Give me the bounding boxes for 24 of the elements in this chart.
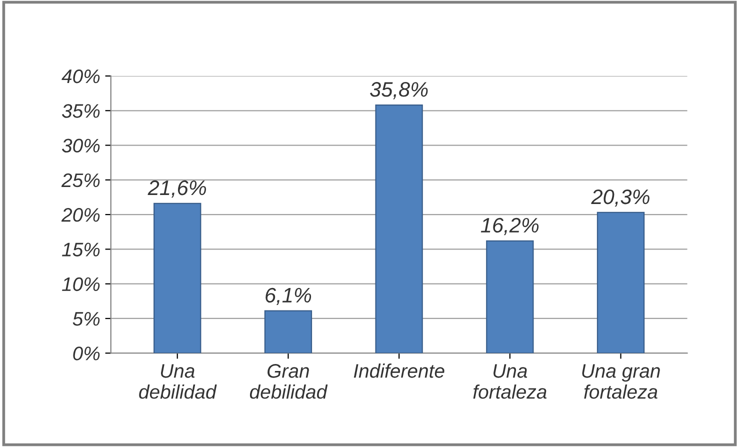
y-tick-label: 10%: [62, 277, 100, 292]
x-tick-label: Una gran fortaleza: [582, 364, 660, 399]
bar: [596, 212, 645, 354]
x-tick-label: Una fortaleza: [473, 364, 547, 399]
x-tick-label: Indiferente: [354, 364, 444, 378]
bar: [264, 310, 312, 354]
y-tick-label: 35%: [62, 104, 100, 118]
y-tick-label: 0%: [73, 346, 100, 360]
bar: [486, 240, 534, 354]
data-label: 16,2%: [480, 218, 539, 236]
x-tick-label: Gran debilidad: [250, 364, 328, 399]
bar: [375, 104, 423, 354]
data-label: 20,3%: [591, 189, 650, 207]
data-label: 6,1%: [266, 288, 312, 306]
y-tick-label: 15%: [62, 242, 100, 256]
data-label: 35,8%: [370, 82, 428, 100]
data-label: 21,6%: [148, 180, 206, 198]
y-tick-label: 25%: [61, 173, 100, 188]
bar: [154, 202, 202, 354]
x-tick-label: Una debilidad: [139, 364, 217, 399]
y-tick-label: 40%: [62, 69, 100, 84]
y-tick-label: 30%: [62, 138, 100, 153]
y-tick-label: 20%: [61, 208, 100, 222]
y-tick-label: 5%: [72, 312, 100, 326]
